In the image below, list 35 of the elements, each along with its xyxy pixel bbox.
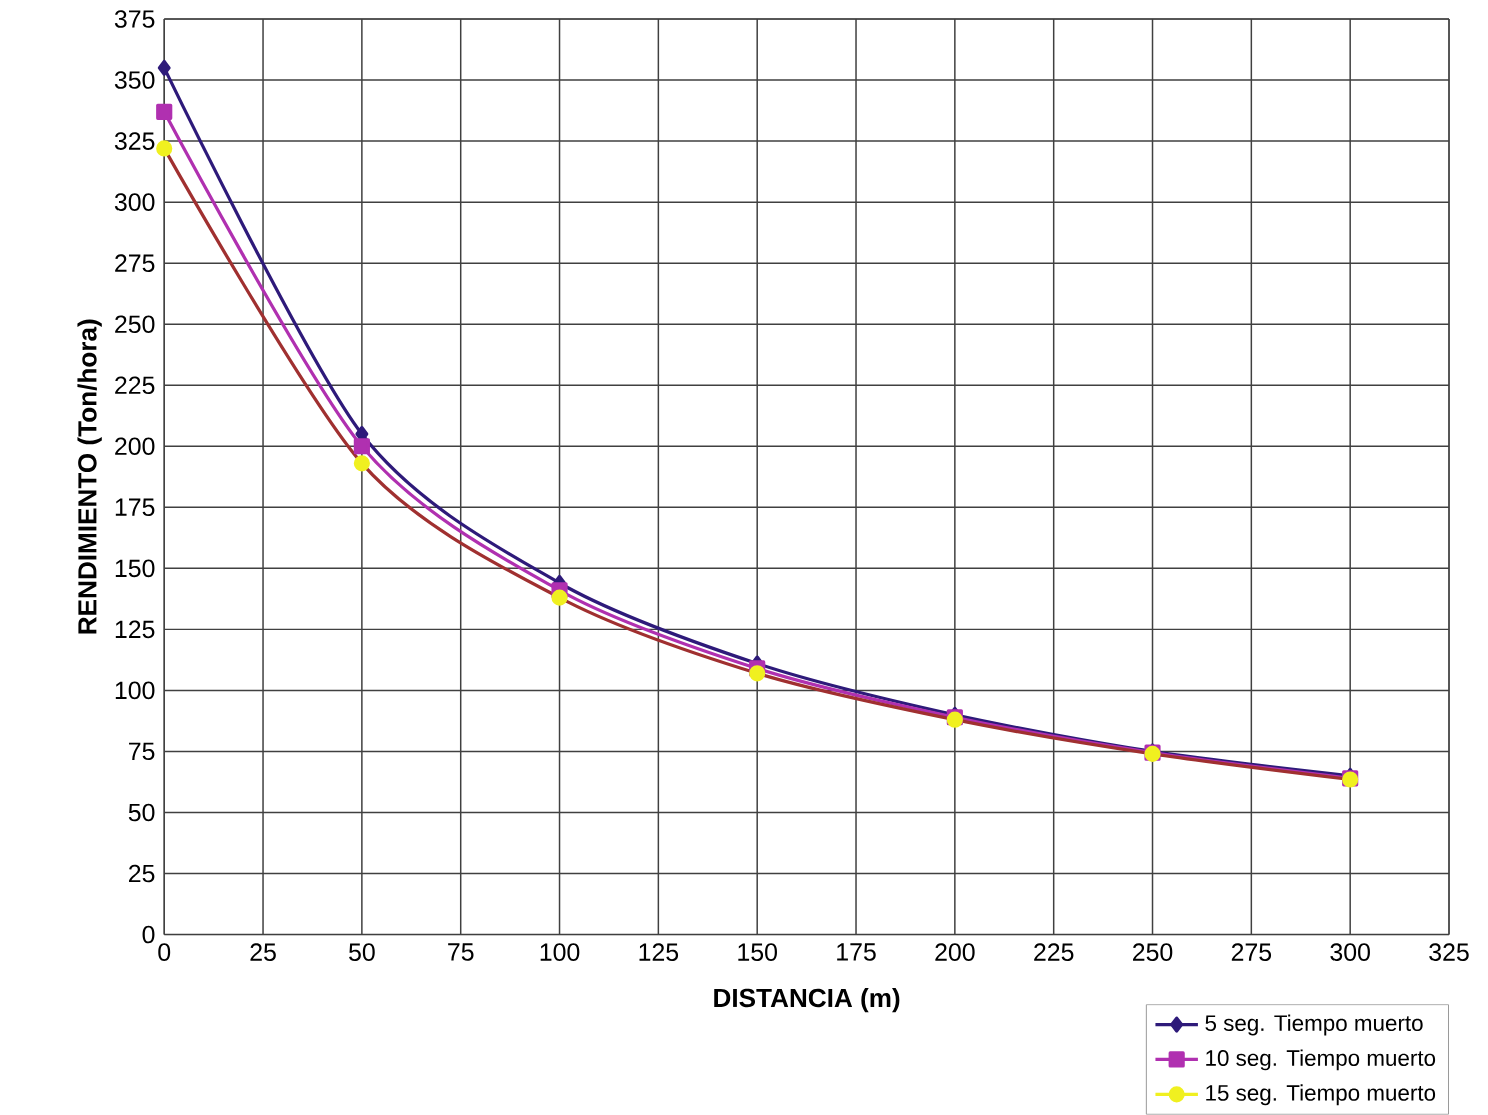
- x-tick-label: 25: [250, 943, 276, 962]
- y-tick-label: 25: [128, 864, 155, 883]
- y-tick-label: 200: [115, 437, 155, 456]
- x-tick-label: 300: [1330, 943, 1370, 962]
- x-tick-label: 125: [639, 943, 679, 962]
- y-tick-label: 100: [115, 681, 155, 700]
- y-tick-label: 125: [115, 620, 155, 639]
- x-tick-label: 75: [448, 943, 474, 961]
- x-tick-label: 200: [935, 943, 975, 962]
- y-tick-label: 275: [115, 254, 155, 273]
- x-tick-label: 250: [1133, 943, 1173, 962]
- y-axis-title: RENDIMIENTO (Ton/hora): [77, 319, 102, 634]
- x-tick-label: 225: [1034, 943, 1074, 962]
- y-tick-label: 75: [129, 742, 155, 761]
- legend-label: 10 seg. Tiempo muerto: [1206, 1049, 1436, 1071]
- legend-label: 5 seg. Tiempo muerto: [1205, 1014, 1423, 1036]
- y-tick-label: 350: [114, 71, 155, 89]
- y-tick-label: 325: [114, 132, 155, 150]
- x-tick-label: 0: [158, 943, 171, 962]
- legend-label: 15 seg. Tiempo muerto: [1206, 1084, 1436, 1106]
- x-tick-label: 325: [1429, 943, 1469, 962]
- x-axis-title: DISTANCIA (m): [714, 988, 900, 1013]
- y-tick-label: 175: [115, 498, 155, 517]
- y-tick-label: 150: [115, 559, 155, 578]
- y-tick-label: 50: [128, 803, 155, 822]
- x-tick-label: 175: [837, 943, 876, 961]
- y-tick-label: 250: [115, 315, 155, 334]
- x-tick-label: 100: [540, 943, 580, 962]
- x-tick-label: 275: [1231, 943, 1272, 962]
- x-tick-label: 50: [349, 943, 375, 962]
- x-tick-label: 150: [738, 943, 777, 962]
- y-tick-label: 225: [115, 376, 155, 395]
- y-tick-label: 375: [114, 10, 155, 28]
- y-tick-label: 0: [142, 925, 155, 944]
- y-tick-label: 300: [114, 193, 155, 212]
